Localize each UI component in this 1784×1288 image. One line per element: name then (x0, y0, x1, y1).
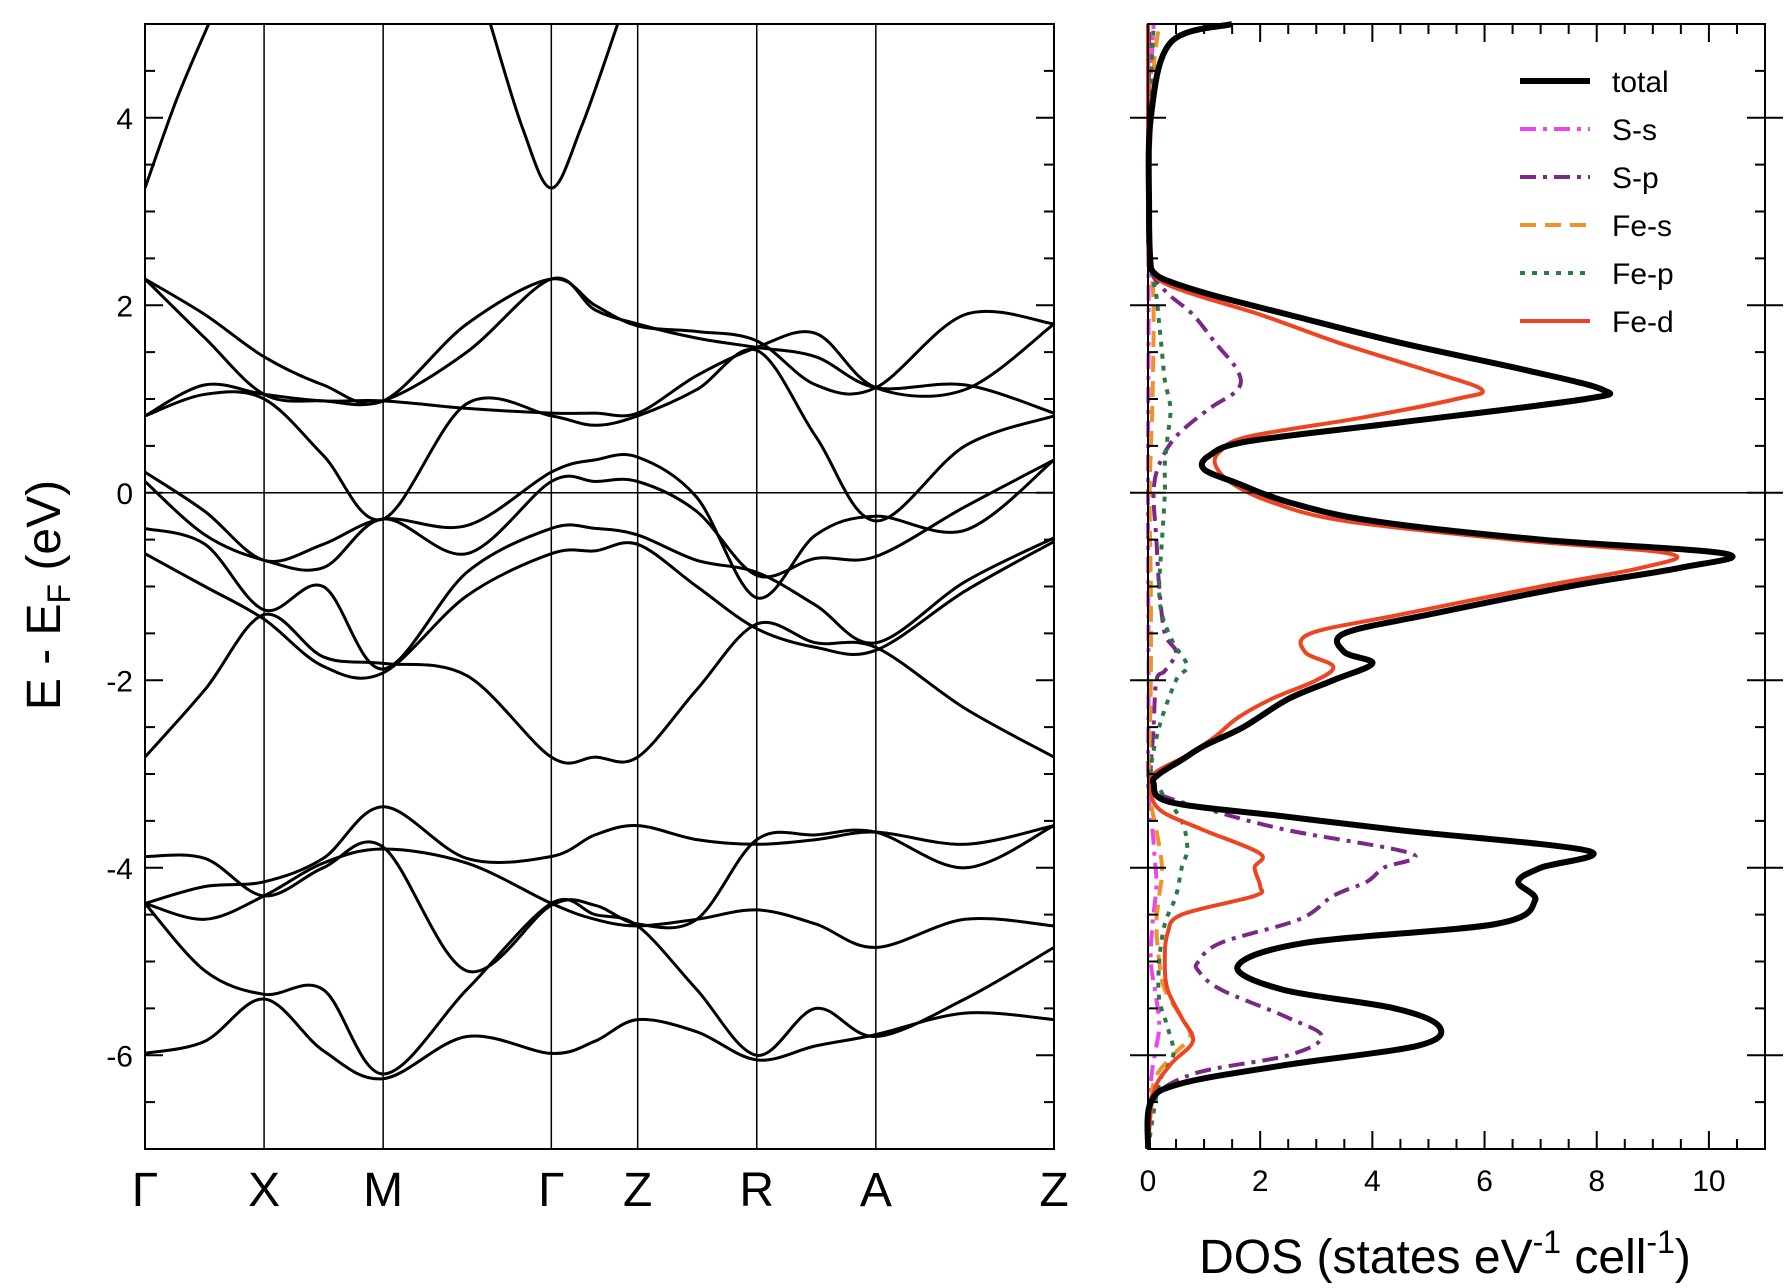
band-line-band-13 (145, 276, 1054, 415)
legend-label-S-s: S-s (1612, 114, 1657, 147)
dos-xtick-label: 8 (1588, 1165, 1605, 1198)
kpoint-label-1: X (248, 1164, 280, 1217)
band-line-band-16 (488, 24, 620, 190)
band-line-band-3 (145, 847, 1054, 949)
band-lines-group (145, 24, 1054, 1081)
dos-xtick-label: 0 (1140, 1165, 1157, 1198)
band-line-band-1 (145, 997, 1054, 1081)
band-curves (145, 24, 1054, 1081)
band-frame (144, 23, 1055, 1150)
band-ytick-label: -2 (106, 665, 133, 698)
band-ytick-label: -4 (106, 853, 133, 886)
y-axis-title-main: E - E (18, 603, 71, 710)
dos-legend: total S-s S-p Fe-s Fe-p Fe-d (1520, 66, 1674, 339)
dos-xtick-label: 10 (1692, 1165, 1725, 1198)
band-line-band-2 (145, 897, 1054, 1076)
dos-x-axis-title: DOS (states eV-1 cell-1) (1199, 1224, 1691, 1284)
dos-line-S-s (1145, 23, 1162, 1150)
dos-frame (1147, 23, 1766, 1150)
band-line-band-12 (145, 322, 1054, 418)
y-axis-title-subscript: F (41, 584, 77, 604)
band-line-band-15 (145, 24, 210, 189)
dos-line-Fe-d (1145, 23, 1680, 1150)
kpoint-label-3: Γ (538, 1164, 564, 1217)
band-line-band-6 (145, 612, 1054, 765)
band-line-band-5 (145, 824, 1054, 974)
kpoint-label-6: A (860, 1164, 892, 1217)
dos-x-axis-title-end: ) (1675, 1231, 1691, 1284)
legend-label-total: total (1612, 66, 1669, 99)
dos-line-S-p (1144, 23, 1418, 1150)
legend-label-Fe-p: Fe-p (1612, 258, 1674, 291)
legend-label-S-p: S-p (1612, 162, 1659, 195)
legend-label-Fe-d: Fe-d (1612, 306, 1674, 339)
kpoint-label-0: Γ (132, 1164, 158, 1217)
dos-line-total (1144, 21, 1736, 1150)
dos-x-axis-title-mid: cell (1561, 1231, 1646, 1284)
dos-panel: 0 2 4 6 8 10 total S-s S-p Fe-s Fe-p Fe-d (1130, 21, 1783, 1198)
band-line-band-11 (145, 347, 1054, 523)
kpoint-label-4: Z (623, 1164, 652, 1217)
legend-label-Fe-s: Fe-s (1612, 210, 1672, 243)
band-line-band-4 (145, 805, 1054, 905)
dos-x-axis-title-main: DOS (states eV (1199, 1231, 1532, 1284)
y-axis-title: E - EF (eV) (18, 480, 77, 710)
y-axis-title-unit: (eV) (18, 480, 71, 584)
dos-axes: 0 2 4 6 8 10 (1130, 23, 1783, 1198)
dos-x-axis-title-sup1: -1 (1533, 1224, 1561, 1260)
dos-line-Fe-p (1146, 23, 1190, 1150)
band-line-band-8 (145, 523, 1054, 671)
band-line-band-10 (145, 453, 1054, 600)
band-line-band-14 (145, 277, 1054, 406)
band-ytick-label: 0 (116, 478, 133, 511)
dos-xtick-label: 4 (1364, 1165, 1381, 1198)
band-ytick-label: 2 (116, 290, 133, 323)
dos-xtick-label: 6 (1476, 1165, 1493, 1198)
band-ytick-label: 4 (116, 103, 133, 136)
kpoint-label-2: M (363, 1164, 403, 1217)
band-axes: Γ X M Γ Z R A Z -6 -4 -2 0 2 4 (106, 23, 1069, 1217)
dos-x-axis-title-sup2: -1 (1646, 1224, 1674, 1260)
kpoint-label-7: Z (1039, 1164, 1068, 1217)
band-structure-panel: Γ X M Γ Z R A Z -6 -4 -2 0 2 4 (106, 23, 1069, 1217)
dos-curves (1144, 21, 1736, 1150)
band-ytick-label: -6 (106, 1040, 133, 1073)
kpoint-label-5: R (739, 1164, 774, 1217)
dos-xtick-label: 2 (1252, 1165, 1269, 1198)
